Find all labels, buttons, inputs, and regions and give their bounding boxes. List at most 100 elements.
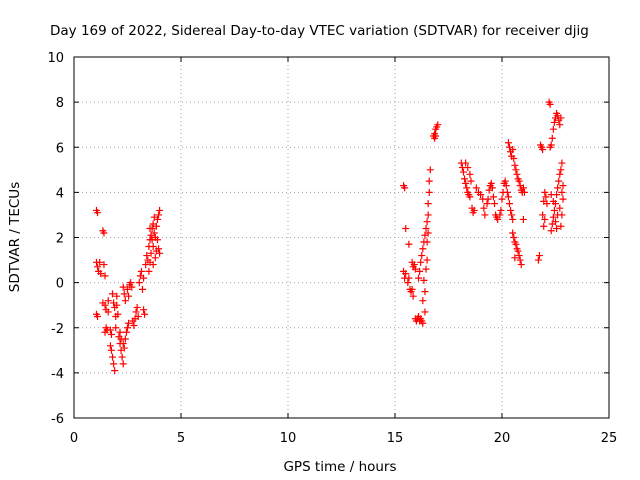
data-point: [419, 297, 427, 305]
data-point: [402, 270, 410, 278]
data-point: [138, 285, 146, 293]
data-point: [501, 177, 509, 185]
data-point: [405, 274, 413, 282]
data-point: [547, 227, 555, 235]
data-point: [104, 308, 112, 316]
data-point: [124, 285, 131, 293]
data-point: [109, 290, 117, 298]
data-point: [94, 312, 102, 320]
data-point: [127, 279, 135, 287]
plot-frame: [73, 56, 610, 419]
data-point: [515, 177, 523, 185]
grid: [74, 57, 609, 418]
data-point: [512, 240, 520, 248]
data-point: [470, 206, 478, 214]
data-point: [519, 184, 527, 192]
data-point: [132, 308, 140, 316]
data-point: [420, 276, 428, 284]
data-point: [502, 182, 510, 190]
data-point: [484, 195, 492, 203]
data-point: [498, 195, 506, 203]
data-point: [423, 218, 431, 226]
data-point: [100, 261, 108, 269]
data-point: [137, 267, 145, 275]
data-point: [459, 168, 467, 176]
data-point: [120, 290, 128, 298]
data-point: [425, 177, 433, 185]
y-axis-label: SDTVAR / TECUs: [7, 182, 23, 292]
data-point: [509, 229, 517, 237]
data-point: [483, 200, 491, 208]
data-point: [116, 328, 124, 336]
data-point: [511, 254, 519, 262]
data-point: [119, 283, 127, 291]
data-point: [405, 240, 413, 248]
data-point: [540, 222, 548, 230]
data-point: [472, 184, 480, 192]
data-point: [145, 267, 153, 275]
data-point: [513, 170, 521, 178]
data-point: [94, 263, 102, 271]
data-point: [415, 274, 423, 282]
data-point: [512, 166, 520, 174]
data-point: [503, 188, 511, 196]
x-tick-label: 15: [387, 431, 404, 446]
data-point: [425, 188, 433, 196]
y-tick-label: 8: [56, 96, 64, 111]
data-point: [509, 146, 517, 154]
data-point: [101, 301, 109, 309]
data-point: [416, 267, 424, 275]
data-point: [410, 261, 418, 269]
data-point: [120, 344, 128, 352]
y-tick-label: 0: [56, 277, 64, 292]
data-point: [494, 215, 502, 223]
data-point: [417, 258, 425, 266]
data-point: [558, 159, 566, 167]
data-point: [111, 367, 119, 375]
data-point: [466, 170, 474, 178]
data-point: [510, 234, 518, 241]
y-axis-ticks: -6 -4 -2 0 2 4 6 8 10: [47, 51, 609, 427]
data-point: [504, 139, 512, 147]
data-point: [152, 247, 160, 255]
data-point: [422, 224, 430, 232]
data-point: [409, 292, 417, 300]
data-point: [520, 188, 528, 196]
data-point: [557, 222, 565, 230]
data-point: [556, 121, 564, 129]
data-point: [514, 247, 522, 255]
data-point: [134, 312, 142, 320]
x-axis-ticks: 0 5 10 15 20 25: [70, 57, 617, 446]
data-point: [480, 204, 488, 212]
data-point: [558, 211, 566, 219]
data-point: [402, 224, 410, 232]
data-point: [510, 155, 518, 163]
data-point: [408, 285, 416, 293]
x-tick-label: 5: [177, 431, 185, 446]
data-point: [419, 245, 427, 253]
data-point: [424, 200, 432, 208]
data-point: [535, 252, 543, 260]
data-point: [143, 252, 151, 260]
data-point: [508, 211, 516, 219]
data-point: [549, 197, 557, 205]
data-point: [119, 340, 127, 348]
data-point: [547, 191, 555, 199]
data-point: [152, 222, 160, 230]
y-tick-label: 10: [47, 51, 64, 66]
x-tick-label: 25: [601, 431, 618, 446]
data-point: [505, 200, 513, 208]
data-point: [547, 141, 555, 149]
data-point: [509, 215, 517, 223]
data-point: [424, 229, 432, 237]
data-point: [149, 243, 157, 251]
data-point: [113, 292, 121, 300]
data-point: [542, 193, 550, 201]
data-point: [118, 353, 126, 361]
data-point: [150, 229, 158, 237]
data-point: [489, 193, 497, 201]
y-tick-label: 2: [56, 232, 64, 247]
data-point: [543, 200, 551, 208]
data-point: [467, 177, 475, 185]
